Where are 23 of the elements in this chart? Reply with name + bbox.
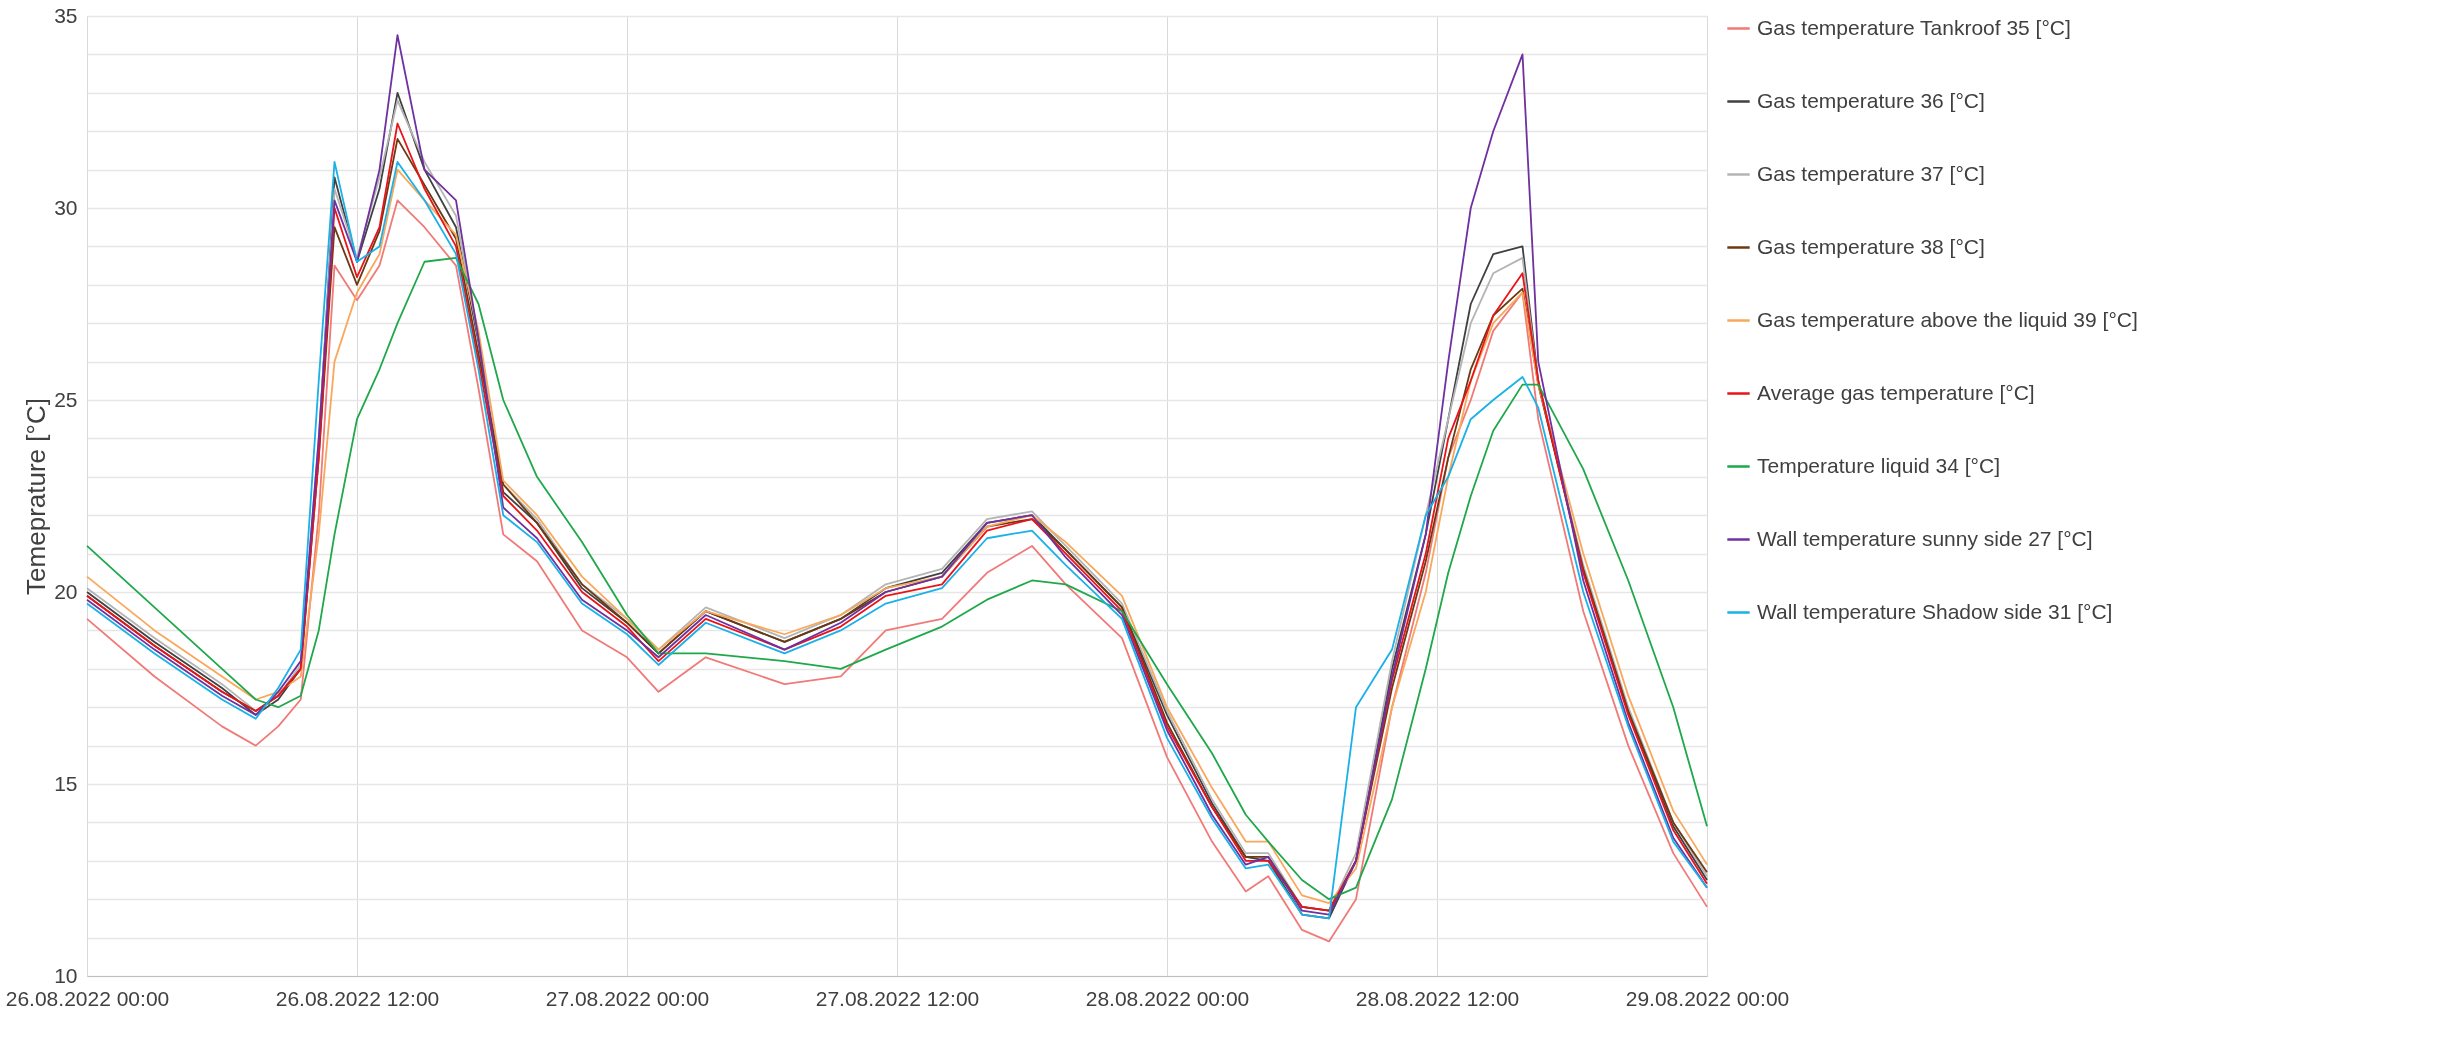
x-tick-label: 26.08.2022 12:00	[275, 986, 440, 1010]
y-tick-label: 25	[54, 387, 78, 411]
legend-label: Wall temperature sunny side 27 [°C]	[1757, 526, 2093, 550]
legend-label: Gas temperature above the liquid 39 [°C]	[1757, 307, 2138, 331]
x-tick-label: 28.08.2022 00:00	[1085, 986, 1250, 1010]
y-tick-label: 20	[54, 579, 78, 603]
x-tick-label: 27.08.2022 00:00	[545, 986, 710, 1010]
legend-label: Average gas temperature [°C]	[1757, 380, 2035, 404]
y-tick-label: 30	[54, 195, 78, 219]
legend-label: Gas temperature 37 [°C]	[1757, 161, 1985, 185]
x-tick-label: 27.08.2022 12:00	[815, 986, 980, 1010]
x-tick-label: 26.08.2022 00:00	[5, 986, 170, 1010]
legend-label: Gas temperature 38 [°C]	[1757, 234, 1985, 258]
x-tick-label: 28.08.2022 12:00	[1355, 986, 1520, 1010]
x-tick-label: 29.08.2022 00:00	[1625, 986, 1790, 1010]
legend-label: Temperature liquid 34 [°C]	[1757, 453, 2001, 477]
y-tick-label: 15	[54, 771, 78, 795]
y-tick-label: 10	[54, 963, 78, 987]
y-tick-label: 35	[54, 3, 78, 27]
legend-label: Gas temperature 36 [°C]	[1757, 88, 1985, 112]
y-axis-title: Temeprature [°C]	[21, 398, 52, 595]
legend-label: Gas temperature Tankroof 35 [°C]	[1757, 15, 2071, 39]
legend-label: Wall temperature Shadow side 31 [°C]	[1757, 599, 2113, 623]
